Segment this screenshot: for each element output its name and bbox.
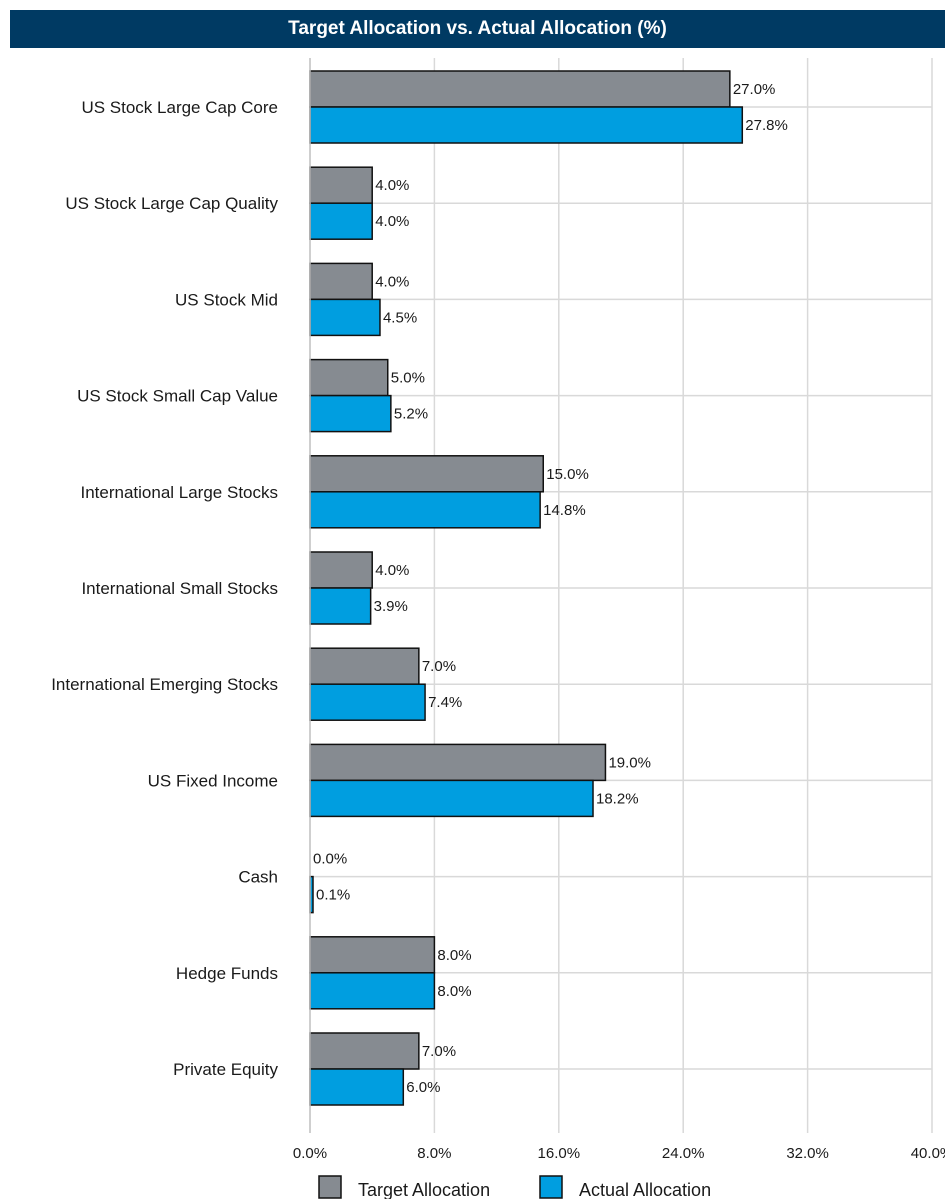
bar-target — [309, 1032, 420, 1070]
bars — [309, 70, 744, 1106]
data-label: 7.0% — [422, 658, 456, 675]
data-label: 4.5% — [383, 309, 417, 326]
bar-actual — [309, 491, 541, 529]
x-tick-label: 16.0% — [538, 1145, 581, 1162]
category-label: US Stock Mid — [175, 290, 278, 309]
data-label: 5.0% — [391, 370, 425, 387]
data-label: 27.8% — [745, 117, 788, 134]
bar-target — [309, 262, 373, 301]
x-tick-label: 8.0% — [417, 1145, 451, 1162]
data-label: 4.0% — [375, 213, 409, 230]
category-label: International Large Stocks — [80, 483, 278, 502]
category-label: US Stock Large Cap Quality — [65, 194, 278, 213]
bar-target — [309, 743, 607, 782]
legend-label: Actual Allocation — [579, 1180, 711, 1199]
x-tick-label: 40.0% — [911, 1145, 945, 1162]
data-label: 0.1% — [316, 887, 350, 904]
bar-actual — [309, 683, 426, 721]
data-label: 0.0% — [313, 851, 347, 868]
data-label: 7.4% — [428, 694, 462, 711]
category-labels: US Stock Large Cap Core US Stock Large Ca… — [51, 98, 278, 1079]
data-label: 4.0% — [375, 273, 409, 290]
bar-actual — [309, 779, 594, 818]
category-label: US Stock Large Cap Core — [81, 98, 278, 117]
chart-title: Target Allocation vs. Actual Allocation … — [10, 10, 945, 48]
bar-actual — [309, 202, 373, 240]
bar-target — [309, 936, 436, 974]
category-label: Hedge Funds — [176, 964, 278, 983]
legend-label: Target Allocation — [358, 1180, 490, 1199]
data-label: 3.9% — [374, 598, 408, 615]
data-label: 4.0% — [375, 177, 409, 194]
x-tick-label: 24.0% — [662, 1145, 705, 1162]
bar-actual — [309, 106, 744, 144]
category-label: International Small Stocks — [81, 579, 278, 598]
legend: Target Allocation Actual Allocation — [318, 1175, 711, 1199]
data-label: 4.0% — [375, 562, 409, 579]
category-label: Cash — [238, 868, 278, 887]
bar-actual — [309, 972, 436, 1010]
x-tick-labels: 0.0% 8.0% 16.0% 24.0% 32.0% 40.0% — [293, 1145, 945, 1162]
x-tick-label: 0.0% — [293, 1145, 327, 1162]
data-label: 18.2% — [596, 790, 639, 807]
bar-target — [309, 70, 731, 108]
data-label: 14.8% — [543, 502, 586, 519]
data-label: 19.0% — [608, 754, 651, 771]
category-label: International Emerging Stocks — [51, 675, 278, 694]
bar-target — [309, 166, 373, 204]
bar-actual — [309, 394, 392, 433]
data-label: 8.0% — [437, 947, 471, 964]
legend-swatch — [318, 1175, 342, 1199]
bar-actual — [309, 587, 372, 625]
data-label: 27.0% — [733, 81, 776, 98]
bar-target — [309, 455, 544, 493]
data-label: 7.0% — [422, 1043, 456, 1060]
data-label: 5.2% — [394, 406, 428, 423]
bar-target — [309, 358, 389, 397]
bar-target — [309, 551, 373, 589]
bar-actual — [309, 298, 381, 337]
data-label: 6.0% — [406, 1079, 440, 1096]
x-tick-label: 32.0% — [786, 1145, 829, 1162]
data-label: 8.0% — [437, 983, 471, 1000]
category-label: US Stock Small Cap Value — [77, 387, 278, 406]
bar-actual — [309, 1068, 405, 1106]
legend-swatch — [539, 1175, 563, 1199]
bar-target — [309, 647, 420, 685]
category-label: Private Equity — [173, 1060, 278, 1079]
category-label: US Fixed Income — [148, 771, 278, 790]
data-label: 15.0% — [546, 466, 589, 483]
value-labels: 27.0% 27.8% 4.0% 4.0% 4.0% 4.5% 5.0% 5.2% 15.0% 1… — [313, 81, 788, 1096]
